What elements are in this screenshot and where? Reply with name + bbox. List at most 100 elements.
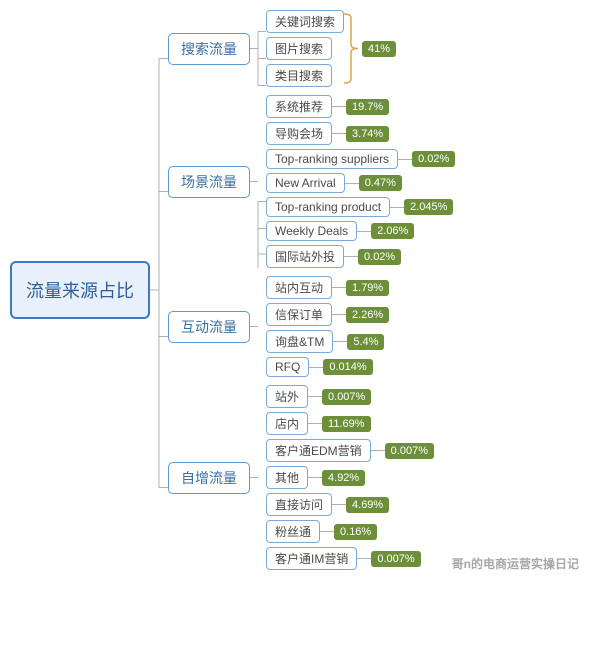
level3-node: 粉丝通	[266, 520, 320, 543]
pct-connector	[332, 106, 346, 107]
l2-connector	[250, 10, 266, 87]
level3-row: 关键词搜索	[266, 10, 344, 33]
pct-connector	[309, 367, 323, 368]
pct-badge: 0.47%	[359, 175, 402, 191]
pct-badge: 0.007%	[371, 551, 420, 567]
level3-row: 系统推荐 19.7%	[266, 95, 455, 118]
pct-badge: 0.02%	[412, 151, 455, 167]
level3-node: 询盘&TM	[266, 330, 333, 353]
level3-node: 关键词搜索	[266, 10, 344, 33]
level3-node: 站内互动	[266, 276, 332, 299]
level3-node: 店内	[266, 412, 308, 435]
level2-group: 搜索流量关键词搜索图片搜索类目搜索 41% 场景流量 系统推荐 19.7% 导购会场 3.7…	[168, 10, 455, 570]
level3-node: 国际站外投	[266, 245, 344, 268]
pct-badge: 19.7%	[346, 99, 389, 115]
level2-row: 自增流量 站外 0.007% 店内 11.69% 客户通EDM营销 0.007% 其他 4.92…	[168, 385, 455, 570]
level3-row: Weekly Deals 2.06%	[266, 221, 455, 241]
level3-node: 类目搜索	[266, 64, 332, 87]
l2-connector	[250, 385, 266, 570]
level2-row: 场景流量 系统推荐 19.7% 导购会场 3.74% Top-ranking suppli…	[168, 95, 455, 268]
group-pct-badge: 41%	[362, 41, 396, 57]
pct-badge: 2.06%	[371, 223, 414, 239]
root-connector	[150, 10, 168, 570]
pct-badge: 4.69%	[346, 497, 389, 513]
level2-row: 互动流量站内互动 1.79% 信保订单 2.26% 询盘&TM 5.4% RFQ 0.014%	[168, 276, 455, 377]
level3-row: 类目搜索	[266, 64, 344, 87]
level3-row: 其他 4.92%	[266, 466, 434, 489]
level2-node: 自增流量	[168, 462, 250, 494]
level3-row: Top-ranking product 2.045%	[266, 197, 455, 217]
level3-node: Weekly Deals	[266, 221, 357, 241]
pct-connector	[320, 531, 334, 532]
level3-row: 粉丝通 0.16%	[266, 520, 434, 543]
pct-connector	[345, 183, 359, 184]
level3-group: 站内互动 1.79% 信保订单 2.26% 询盘&TM 5.4% RFQ 0.014%	[266, 276, 389, 377]
level3-row: 图片搜索	[266, 37, 344, 60]
pct-badge: 0.007%	[322, 389, 371, 405]
pct-connector	[332, 314, 346, 315]
pct-badge: 1.79%	[346, 280, 389, 296]
level2-node: 搜索流量	[168, 33, 250, 65]
pct-badge: 2.045%	[404, 199, 453, 215]
pct-connector	[332, 287, 346, 288]
pct-badge: 2.26%	[346, 307, 389, 323]
pct-connector	[344, 256, 358, 257]
level3-node: 客户通IM营销	[266, 547, 357, 570]
pct-badge: 0.007%	[385, 443, 434, 459]
level2-node: 场景流量	[168, 166, 250, 198]
level3-row: 信保订单 2.26%	[266, 303, 389, 326]
level3-node: 信保订单	[266, 303, 332, 326]
level3-node: RFQ	[266, 357, 309, 377]
level3-row: New Arrival 0.47%	[266, 173, 455, 193]
level3-row: 客户通EDM营销 0.007%	[266, 439, 434, 462]
pct-badge: 4.92%	[322, 470, 365, 486]
level3-row: RFQ 0.014%	[266, 357, 389, 377]
pct-connector	[332, 504, 346, 505]
level3-node: New Arrival	[266, 173, 345, 193]
pct-connector	[398, 159, 412, 160]
pct-badge: 0.014%	[323, 359, 372, 375]
group-bracket	[344, 10, 358, 87]
level3-node: Top-ranking product	[266, 197, 390, 217]
level3-node: 站外	[266, 385, 308, 408]
level3-row: 国际站外投 0.02%	[266, 245, 455, 268]
l2-connector	[250, 276, 266, 377]
level3-row: 询盘&TM 5.4%	[266, 330, 389, 353]
pct-badge: 5.4%	[347, 334, 384, 350]
level3-node: 导购会场	[266, 122, 332, 145]
pct-connector	[333, 341, 347, 342]
level3-node: 图片搜索	[266, 37, 332, 60]
level3-row: 站内互动 1.79%	[266, 276, 389, 299]
pct-connector	[357, 558, 371, 559]
level3-row: 客户通IM营销 0.007%	[266, 547, 434, 570]
pct-connector	[332, 133, 346, 134]
level3-node: 客户通EDM营销	[266, 439, 371, 462]
level2-row: 搜索流量关键词搜索图片搜索类目搜索 41%	[168, 10, 455, 87]
pct-badge: 11.69%	[322, 416, 371, 432]
level3-group: 站外 0.007% 店内 11.69% 客户通EDM营销 0.007% 其他 4.92% 直接访…	[266, 385, 434, 570]
pct-badge: 0.02%	[358, 249, 401, 265]
level3-node: 系统推荐	[266, 95, 332, 118]
pct-badge: 0.16%	[334, 524, 377, 540]
level3-row: 导购会场 3.74%	[266, 122, 455, 145]
pct-badge: 3.74%	[346, 126, 389, 142]
mindmap: 流量来源占比 搜索流量关键词搜索图片搜索类目搜索 41% 场景流量 系统推荐 19.7% 导…	[10, 10, 579, 570]
level3-group: 系统推荐 19.7% 导购会场 3.74% Top-ranking suppliers 0…	[266, 95, 455, 268]
pct-connector	[357, 231, 371, 232]
root-node: 流量来源占比	[10, 261, 150, 319]
level3-group: 关键词搜索图片搜索类目搜索	[266, 10, 344, 87]
pct-connector	[308, 396, 322, 397]
level3-row: 直接访问 4.69%	[266, 493, 434, 516]
level3-row: Top-ranking suppliers 0.02%	[266, 149, 455, 169]
pct-connector	[308, 477, 322, 478]
level2-node: 互动流量	[168, 311, 250, 343]
pct-connector	[308, 423, 322, 424]
level3-row: 店内 11.69%	[266, 412, 434, 435]
level3-node: 其他	[266, 466, 308, 489]
l2-connector	[250, 95, 266, 268]
level3-node: Top-ranking suppliers	[266, 149, 398, 169]
pct-connector	[371, 450, 385, 451]
pct-connector	[390, 207, 404, 208]
level3-row: 站外 0.007%	[266, 385, 434, 408]
level3-node: 直接访问	[266, 493, 332, 516]
